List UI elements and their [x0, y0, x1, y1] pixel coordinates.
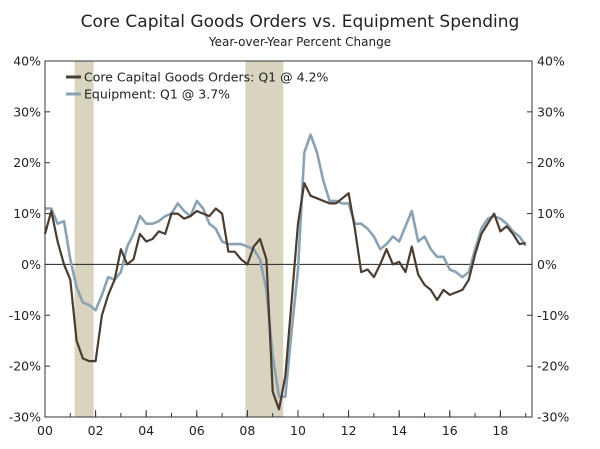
y-tick-right-label: 40%	[537, 54, 565, 69]
legend: Core Capital Goods Orders: Q1 @ 4.2% Equi…	[66, 70, 328, 102]
x-tick-label: 08	[239, 423, 255, 438]
x-axis: 00 02 04 06 08 10 12 14 16 18	[37, 410, 527, 438]
legend-label-2: Equipment: Q1 @ 3.7%	[84, 87, 230, 102]
y-tick-right-label: 0%	[537, 257, 557, 272]
y-tick-left-label: -10%	[9, 308, 41, 323]
legend-label-1: Core Capital Goods Orders: Q1 @ 4.2%	[84, 70, 328, 85]
recession-band-1	[74, 61, 94, 417]
x-tick-label: 00	[37, 423, 53, 438]
y-tick-left-label: 0%	[21, 257, 41, 272]
chart-title: Core Capital Goods Orders vs. Equipment …	[81, 12, 520, 32]
y-tick-right-label: -20%	[537, 359, 569, 374]
series-line-1	[43, 182, 526, 411]
x-tick-label: 04	[138, 423, 154, 438]
y-axis-left: 40% 30% 20% 10% 0% -10% -20% -30%	[9, 54, 50, 425]
y-tick-right-label: 30%	[537, 104, 565, 119]
x-tick-label: 02	[88, 423, 104, 438]
x-tick-label: 18	[492, 423, 508, 438]
y-tick-right-label: -10%	[537, 308, 569, 323]
recession-shading-group	[74, 61, 284, 417]
plot-frame	[44, 60, 533, 418]
y-tick-right-label: 10%	[537, 206, 565, 221]
x-tick-label: 12	[341, 423, 357, 438]
chart-subtitle: Year-over-Year Percent Change	[208, 35, 391, 49]
y-tick-right-label: -30%	[537, 410, 569, 425]
y-tick-left-label: 30%	[13, 104, 41, 119]
x-tick-label: 16	[442, 423, 458, 438]
y-tick-left-label: -20%	[9, 359, 41, 374]
x-tick-label: 14	[391, 423, 407, 438]
y-tick-left-label: 20%	[13, 155, 41, 170]
y-tick-right-label: 20%	[537, 155, 565, 170]
series-line-2	[45, 133, 527, 399]
x-tick-label: 10	[290, 423, 306, 438]
y-tick-left-label: -30%	[9, 410, 41, 425]
y-tick-left-label: 10%	[13, 206, 41, 221]
recession-band-2	[245, 61, 284, 417]
x-tick-label: 06	[189, 423, 205, 438]
series-group	[43, 133, 527, 411]
y-tick-left-label: 40%	[13, 54, 41, 69]
y-axis-right: 40% 30% 20% 10% 0% -10% -20% -30%	[527, 54, 569, 425]
